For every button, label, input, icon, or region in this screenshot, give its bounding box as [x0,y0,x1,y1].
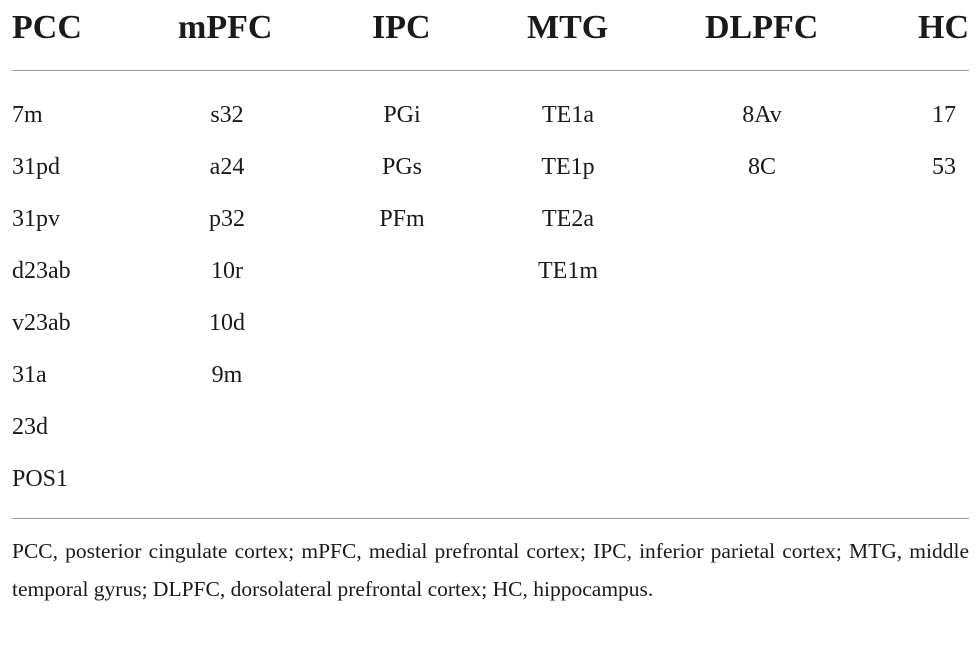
table-cell: 10r [211,258,243,284]
table-cell: TE2a [542,206,594,232]
table-cell: TE1a [542,102,594,128]
table-cell: 7m [12,102,43,128]
table-cell: 8Av [742,102,782,128]
header-divider [12,70,969,71]
table-cell: 53 [932,154,956,180]
table-cell: a24 [209,154,245,180]
column-ipc: PGi PGs PFm [342,95,462,251]
header-dlpfc: DLPFC [705,9,819,46]
table-cell: p32 [209,206,245,232]
column-pcc: 7m 31pd 31pv d23ab v23ab 31a 23d POS1 [12,95,122,511]
header-mpfc: mPFC [178,9,273,46]
footer-divider [12,518,969,519]
table-cell: PGi [383,102,421,128]
table-cell: 31a [12,362,47,388]
table-cell: 31pd [12,154,60,180]
table-cell: 8C [747,154,776,180]
table-footnote: PCC, posterior cingulate cortex; mPFC, m… [12,539,969,601]
header-pcc: PCC [12,9,82,46]
table-cell: 10d [209,310,245,336]
column-hc: 17 53 [876,95,956,199]
table-cell: 23d [12,414,48,440]
header-ipc: IPC [372,9,431,46]
table-cell: PFm [379,206,425,232]
table-cell: 9m [211,362,243,388]
header-hc: HC [918,9,969,46]
table-cell: v23ab [12,310,71,336]
table-cell: 17 [932,102,956,128]
column-mpfc: s32 a24 p32 10r 10d 9m [167,95,287,407]
table-cell: PGs [381,154,423,180]
table-cell: TE1m [538,258,598,284]
table-cell: POS1 [12,466,69,492]
table-cell: 31pv [12,206,60,232]
table-cell: d23ab [12,258,71,284]
header-mtg: MTG [527,9,609,46]
table-cell: TE1p [541,154,595,180]
column-mtg: TE1a TE1p TE2a TE1m [508,95,628,303]
table-cell: s32 [210,102,244,128]
column-dlpfc: 8Av 8C [702,95,822,199]
